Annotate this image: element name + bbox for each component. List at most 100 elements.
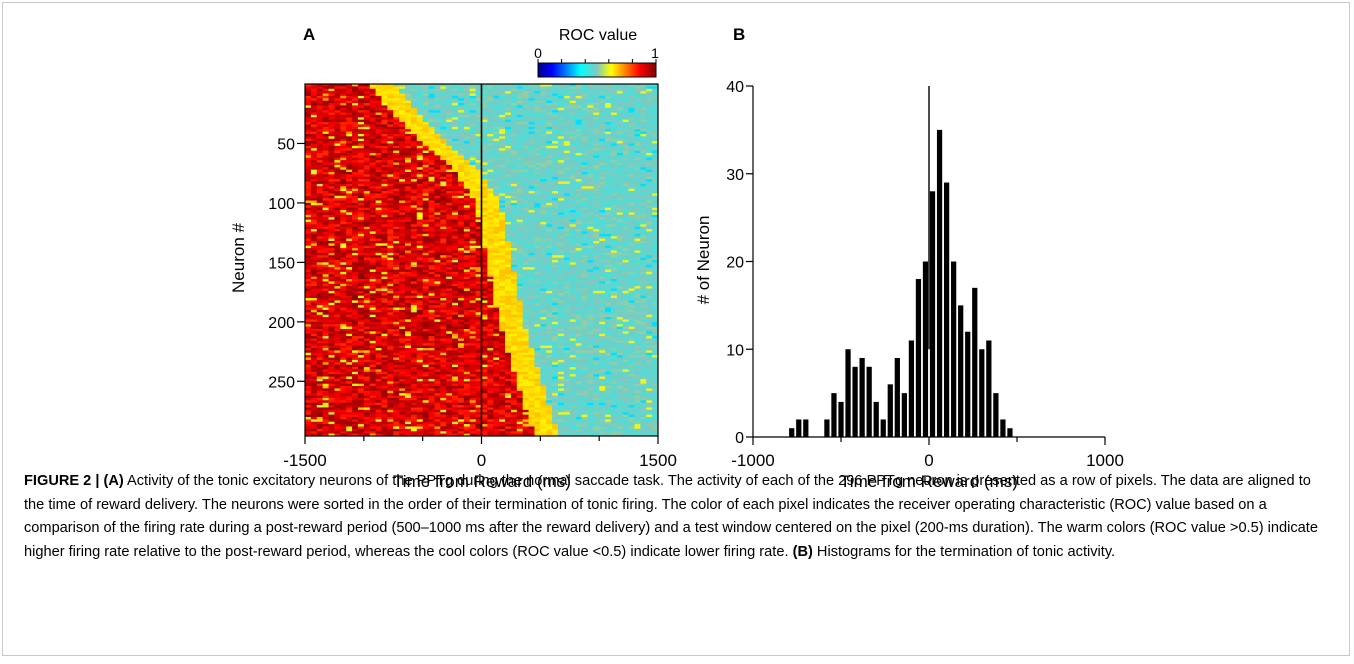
heatmap-cell	[334, 212, 341, 216]
heatmap-cell	[416, 205, 424, 209]
heatmap-cell	[540, 119, 547, 123]
heatmap-cell	[569, 221, 577, 225]
heatmap-cell	[316, 210, 324, 213]
heatmap-cell	[352, 86, 359, 90]
heatmap-cell	[593, 148, 600, 151]
heatmap-cell	[369, 236, 376, 239]
heatmap-cell	[505, 157, 512, 161]
heatmap-cell	[469, 214, 477, 218]
heatmap-cell	[410, 198, 418, 201]
heatmap-cell	[446, 126, 453, 130]
heatmap-cell	[599, 271, 606, 275]
heatmap-cell	[546, 219, 553, 223]
heatmap-cell	[487, 214, 494, 218]
heatmap-cell	[593, 186, 600, 190]
heatmap-cell	[634, 202, 641, 206]
panel-a-label: A	[303, 25, 315, 44]
heatmap-cell	[599, 245, 606, 249]
heatmap-cell	[469, 181, 477, 185]
heatmap-cell	[305, 181, 312, 185]
heatmap-cell	[469, 174, 477, 178]
heatmap-cell	[546, 264, 553, 268]
heatmap-cell	[593, 88, 600, 92]
heatmap-cell	[340, 212, 347, 216]
heatmap-cell	[516, 176, 524, 180]
heatmap-cell	[469, 221, 477, 225]
heatmap-cell	[528, 231, 535, 235]
heatmap-cell	[552, 122, 559, 125]
heatmap-cell	[534, 93, 541, 97]
heatmap-cell	[463, 243, 471, 247]
heatmap-cell	[563, 143, 571, 147]
heatmap-cell	[334, 148, 341, 151]
heatmap-cell	[605, 112, 612, 116]
heatmap-cell	[363, 243, 371, 247]
heatmap-cell	[605, 131, 612, 135]
heatmap-cell	[546, 141, 553, 144]
heatmap-cell	[363, 129, 371, 132]
heatmap-cell	[381, 160, 388, 163]
heatmap-cell	[305, 107, 312, 111]
heatmap-cell	[481, 129, 488, 132]
heatmap-cell	[440, 136, 447, 140]
heatmap-cell	[393, 105, 400, 109]
heatmap-cell	[552, 231, 559, 235]
heatmap-cell	[510, 119, 518, 123]
heatmap-cell	[405, 126, 412, 130]
heatmap-cell	[457, 264, 465, 268]
heatmap-cell	[622, 219, 629, 223]
heatmap-cell	[499, 229, 506, 232]
heatmap-cell	[393, 210, 400, 213]
heatmap-cell	[434, 262, 441, 266]
heatmap-cell	[605, 152, 612, 156]
heatmap-cell	[522, 255, 529, 259]
heatmap-row	[305, 262, 659, 266]
heatmap-cell	[357, 93, 365, 97]
heatmap-cell	[569, 117, 577, 121]
heatmap-cell	[357, 110, 365, 113]
heatmap-cell	[357, 133, 365, 137]
heatmap-cell	[575, 155, 582, 159]
heatmap-cell	[499, 260, 506, 263]
heatmap-cell	[357, 152, 365, 156]
heatmap-cell	[428, 88, 435, 92]
heatmap-cell	[499, 98, 506, 102]
heatmap-cell	[428, 86, 435, 90]
heatmap-cell	[622, 141, 629, 144]
heatmap-cell	[352, 91, 359, 94]
heatmap-cell	[522, 193, 529, 197]
heatmap-cell	[475, 195, 482, 199]
heatmap-cell	[475, 276, 482, 280]
heatmap-cell	[563, 243, 571, 247]
heatmap-cell	[540, 95, 547, 99]
heatmap-cell	[481, 248, 488, 251]
heatmap-cell	[369, 240, 376, 244]
heatmap-cell	[428, 84, 435, 87]
heatmap-cell	[646, 240, 653, 244]
heatmap-cell	[569, 124, 577, 128]
heatmap-cell	[652, 195, 659, 199]
heatmap-cell	[569, 224, 577, 228]
heatmap-cell	[646, 124, 653, 128]
heatmap-cell	[569, 143, 577, 147]
heatmap-cell	[487, 198, 494, 201]
heatmap-cell	[387, 129, 394, 132]
heatmap-cell	[446, 103, 453, 106]
heatmap-cell	[381, 217, 388, 220]
heatmap-cell	[581, 202, 588, 206]
heatmap-cell	[310, 172, 318, 175]
heatmap-cell	[605, 91, 612, 94]
heatmap-cell	[493, 276, 500, 280]
heatmap-cell	[563, 155, 571, 159]
heatmap-cell	[310, 117, 318, 121]
heatmap-cell	[481, 155, 488, 159]
heatmap-cell	[628, 236, 635, 239]
heatmap-cell	[446, 143, 453, 147]
heatmap-cell	[652, 250, 659, 254]
heatmap-cell	[375, 255, 382, 259]
heatmap-cell	[346, 145, 353, 149]
heatmap-cell	[534, 262, 541, 266]
heatmap-cell	[328, 200, 335, 204]
heatmap-cell	[534, 269, 541, 273]
heatmap-cell	[487, 164, 494, 168]
